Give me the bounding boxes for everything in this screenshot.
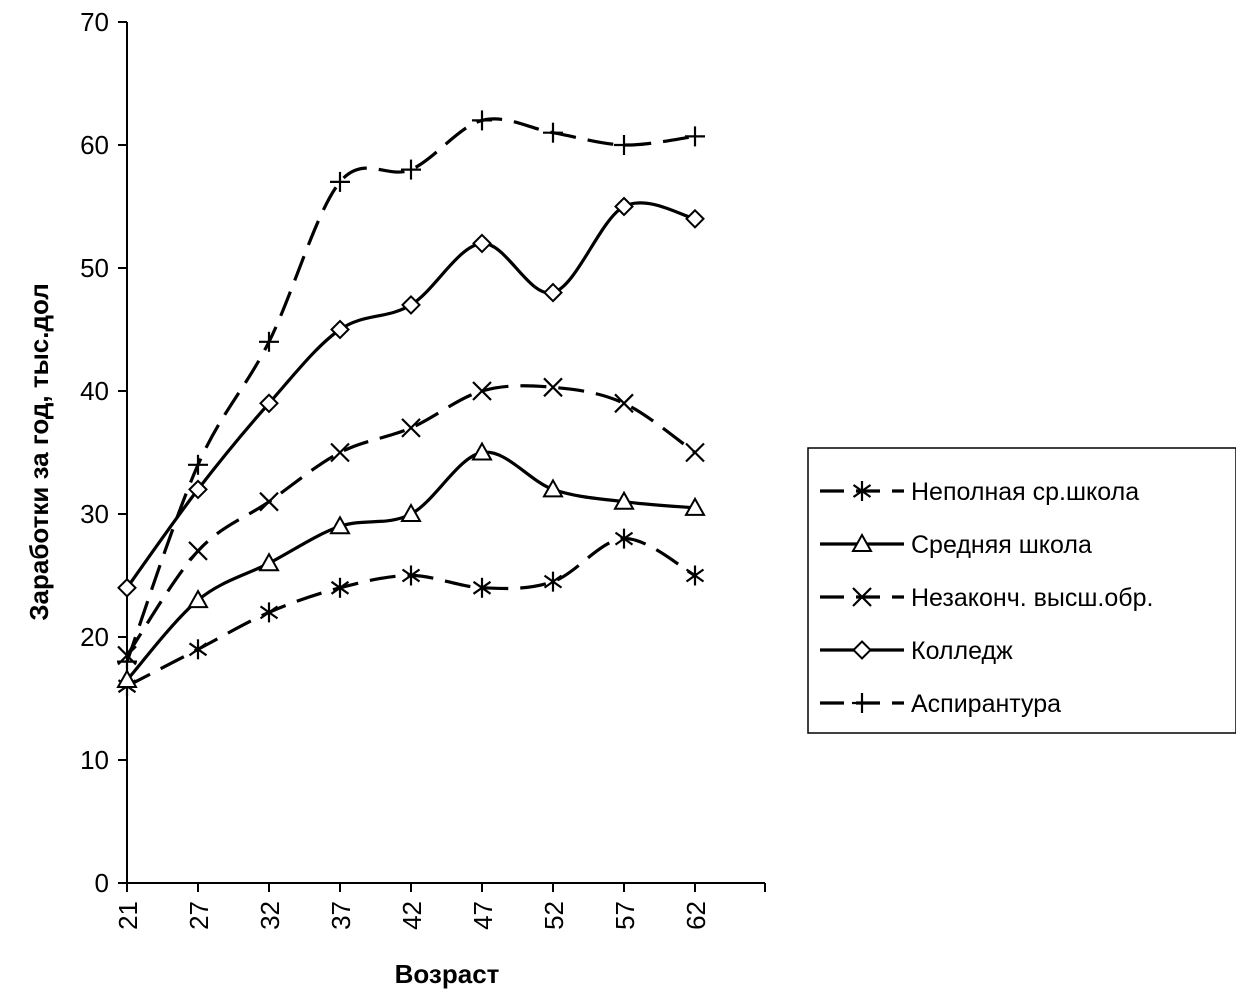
data-point-marker — [614, 528, 634, 549]
series-2 — [116, 441, 706, 689]
x-tick-label: 62 — [681, 901, 711, 930]
data-point-marker — [329, 515, 351, 535]
series-group — [116, 110, 706, 697]
data-point-marker — [851, 532, 873, 552]
data-point-marker — [852, 640, 872, 660]
y-tick-label: 20 — [80, 622, 109, 652]
legend-item-1: Неполная ср.школа — [820, 478, 1139, 506]
x-tick-label: 27 — [184, 901, 214, 930]
data-point-marker — [685, 126, 705, 147]
x-ticks: 21 27 32 37 42 47 52 57 62 — [113, 883, 766, 930]
y-axis-title: Заработки за год, тыс.дол — [24, 283, 54, 620]
x-tick-label: 52 — [539, 901, 569, 930]
data-point-marker — [258, 552, 280, 572]
data-point-marker — [401, 294, 421, 315]
data-point-marker — [543, 377, 563, 398]
data-point-marker — [330, 319, 350, 340]
data-point-marker — [472, 233, 492, 254]
data-point-marker — [188, 454, 208, 475]
series-line — [125, 201, 696, 589]
data-point-marker — [401, 565, 421, 586]
x-tick-label: 32 — [255, 901, 285, 930]
legend-item-5: Аспирантура — [820, 690, 1061, 718]
data-point-marker — [330, 577, 350, 598]
data-point-marker — [117, 577, 137, 598]
data-point-marker — [259, 491, 279, 512]
y-tick-label: 30 — [80, 499, 109, 529]
legend-item-3: Незаконч. высш.обр. — [820, 584, 1153, 612]
data-point-marker — [400, 502, 422, 522]
y-tick-label: 60 — [80, 130, 109, 160]
legend-label: Неполная ср.школа — [911, 478, 1139, 506]
data-point-marker — [259, 393, 279, 414]
data-point-marker — [330, 171, 350, 192]
legend-label: Аспирантура — [911, 690, 1061, 718]
data-point-marker — [187, 589, 209, 609]
data-point-marker — [613, 490, 635, 510]
data-point-marker — [401, 418, 421, 438]
data-point-marker — [852, 587, 872, 607]
data-point-marker — [852, 693, 872, 713]
data-point-marker — [852, 481, 872, 501]
y-tick-label: 70 — [80, 7, 109, 37]
series-4 — [117, 196, 705, 598]
axes: 0 10 20 30 40 50 60 70 21 27 32 37 42 47 52 57 62 — [80, 7, 766, 930]
legend: Неполная ср.школа Средняя школа Незаконч. … — [807, 447, 1236, 734]
data-point-marker — [472, 577, 492, 598]
legend-label: Колледж — [911, 637, 1013, 665]
data-point-marker — [117, 651, 137, 672]
data-point-marker — [330, 442, 350, 463]
data-point-marker — [188, 541, 208, 561]
x-tick-label: 21 — [113, 901, 143, 930]
data-point-marker — [472, 381, 492, 401]
x-tick-label: 47 — [468, 901, 498, 930]
legend-item-2: Средняя школа — [820, 531, 1092, 559]
data-point-marker — [188, 639, 208, 660]
data-point-marker — [685, 208, 705, 229]
data-point-marker — [188, 479, 208, 500]
data-point-marker — [685, 442, 705, 463]
data-point-marker — [542, 478, 564, 498]
data-point-marker — [614, 135, 634, 155]
x-tick-label: 42 — [397, 901, 427, 930]
legend-label: Незаконч. высш.обр. — [911, 584, 1153, 612]
data-point-marker — [614, 196, 634, 217]
data-point-marker — [401, 159, 421, 180]
series-1 — [117, 528, 705, 697]
data-point-marker — [543, 122, 563, 143]
x-axis-title: Возраст — [395, 959, 500, 989]
y-tick-label: 10 — [80, 745, 109, 775]
data-point-marker — [614, 393, 634, 414]
y-ticks: 0 10 20 30 40 50 60 70 — [80, 7, 127, 898]
series-5 — [117, 110, 705, 672]
data-point-marker — [116, 669, 138, 689]
y-tick-label: 50 — [80, 253, 109, 283]
data-point-marker — [684, 496, 706, 516]
data-point-marker — [259, 602, 279, 623]
y-tick-label: 40 — [80, 376, 109, 406]
data-point-marker — [259, 331, 279, 352]
y-tick-label: 0 — [95, 868, 109, 898]
data-point-marker — [472, 110, 492, 131]
data-point-marker — [685, 565, 705, 586]
x-tick-label: 37 — [326, 901, 356, 930]
data-point-marker — [543, 571, 563, 592]
data-point-marker — [543, 282, 563, 303]
data-point-marker — [471, 441, 493, 461]
legend-label: Средняя школа — [911, 531, 1092, 559]
x-tick-label: 57 — [610, 901, 640, 930]
legend-box — [807, 447, 1236, 734]
legend-item-4: Колледж — [820, 637, 1013, 665]
series-line — [126, 536, 696, 688]
